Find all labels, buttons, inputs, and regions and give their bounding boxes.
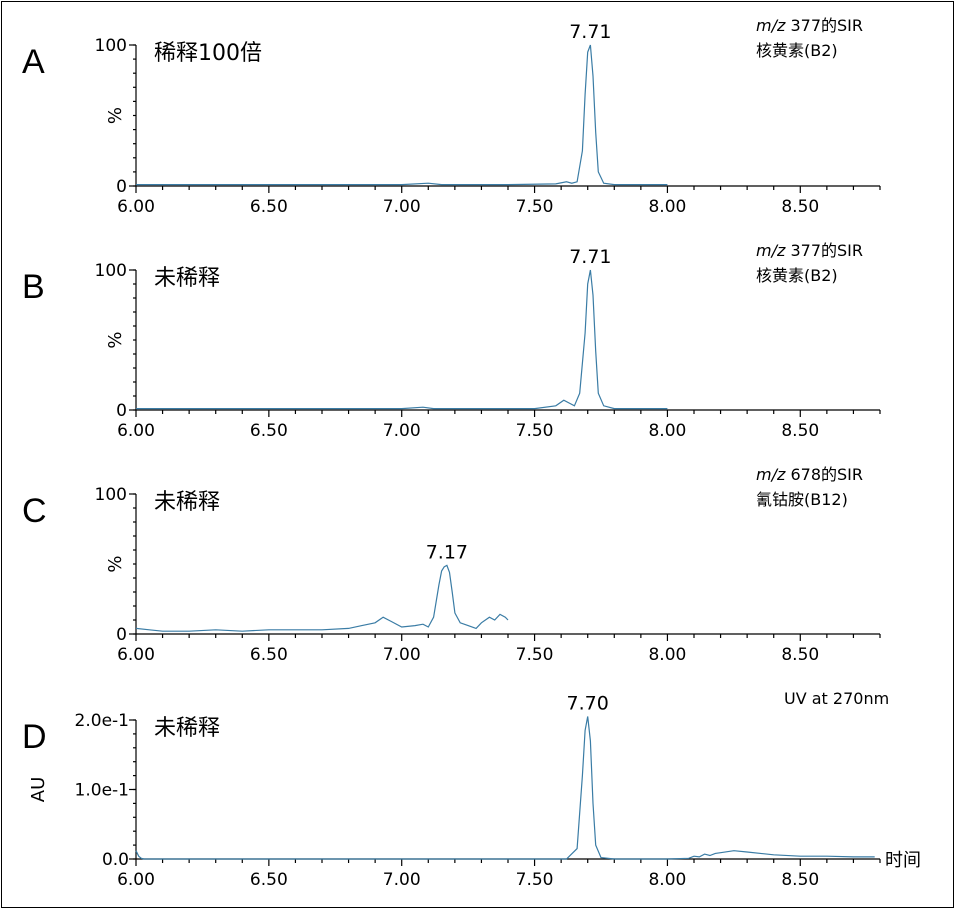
x-tick-label-c: 8.50 <box>781 645 819 665</box>
y-tick-label-a: 0 <box>116 177 127 197</box>
y-tick-label-c: 100 <box>95 485 127 505</box>
x-tick-label-a: 7.50 <box>516 197 554 217</box>
detection-mode-c: m/z 678的SIR <box>756 465 863 484</box>
compound-label-a: 核黄素(B2) <box>756 41 838 60</box>
x-tick-label-d: 7.50 <box>516 870 554 890</box>
x-tick-label-a: 7.00 <box>383 197 421 217</box>
panel-letter-b: B <box>22 268 45 306</box>
x-tick-label-c: 8.00 <box>648 645 686 665</box>
y-tick-label-a: 100 <box>95 36 127 56</box>
x-tick-label-b: 8.50 <box>781 421 819 441</box>
y-axis-label-c: % <box>105 555 126 572</box>
y-tick-label-b: 0 <box>116 401 127 421</box>
condition-label-c: 未稀释 <box>154 490 220 515</box>
x-tick-label-b: 6.00 <box>117 421 155 441</box>
x-tick-label-c: 6.50 <box>250 645 288 665</box>
peak-label-a: 7.71 <box>569 21 611 43</box>
x-tick-label-a: 6.00 <box>117 197 155 217</box>
y-axis-label-d: AU <box>28 777 49 803</box>
panel-letter-d: D <box>22 718 47 756</box>
x-tick-label-c: 7.00 <box>383 645 421 665</box>
peak-label-b: 7.71 <box>569 246 611 268</box>
x-tick-label-d: 6.50 <box>250 870 288 890</box>
x-tick-label-b: 7.50 <box>516 421 554 441</box>
trace-line-c <box>135 564 509 632</box>
trace-line-a <box>136 44 668 186</box>
x-tick-label-c: 7.50 <box>516 645 554 665</box>
condition-label-d: 未稀释 <box>154 716 220 741</box>
x-tick-label-c: 6.00 <box>117 645 155 665</box>
x-tick-label-d: 7.00 <box>383 870 421 890</box>
y-tick-label-d: 1.0e-1 <box>75 781 129 801</box>
x-tick-label-a: 8.50 <box>781 197 819 217</box>
trace-line-d <box>135 716 875 860</box>
trace-line-b <box>136 269 668 410</box>
y-tick-label-d: 0.0 <box>102 850 129 870</box>
y-tick-label-d: 2.0e-1 <box>75 711 129 731</box>
panel-letter-a: A <box>22 43 45 81</box>
x-tick-label-b: 8.00 <box>648 421 686 441</box>
x-axis-label: 时间 <box>885 850 921 871</box>
detection-mode-d: UV at 270nm <box>784 689 889 708</box>
x-tick-label-a: 6.50 <box>250 197 288 217</box>
y-tick-label-b: 100 <box>95 261 127 281</box>
detection-mode-b: m/z 377的SIR <box>756 241 863 260</box>
y-axis-label-b: % <box>105 331 126 348</box>
compound-label-b: 核黄素(B2) <box>756 266 838 285</box>
peak-label-c: 7.17 <box>426 541 468 563</box>
y-tick-label-c: 0 <box>116 625 127 645</box>
compound-label-c: 氰钴胺(B12) <box>756 490 848 509</box>
condition-label-b: 未稀释 <box>154 266 220 291</box>
x-tick-label-d: 6.00 <box>117 870 155 890</box>
condition-label-a: 稀释100倍 <box>154 41 262 66</box>
x-tick-label-d: 8.50 <box>781 870 819 890</box>
peak-label-d: 7.70 <box>567 693 609 715</box>
panel-letter-c: C <box>22 492 47 530</box>
y-axis-label-a: % <box>105 107 126 124</box>
detection-mode-a: m/z 377的SIR <box>756 16 863 35</box>
x-tick-label-b: 6.50 <box>250 421 288 441</box>
x-tick-label-b: 7.00 <box>383 421 421 441</box>
x-tick-label-a: 8.00 <box>648 197 686 217</box>
x-tick-label-d: 8.00 <box>648 870 686 890</box>
